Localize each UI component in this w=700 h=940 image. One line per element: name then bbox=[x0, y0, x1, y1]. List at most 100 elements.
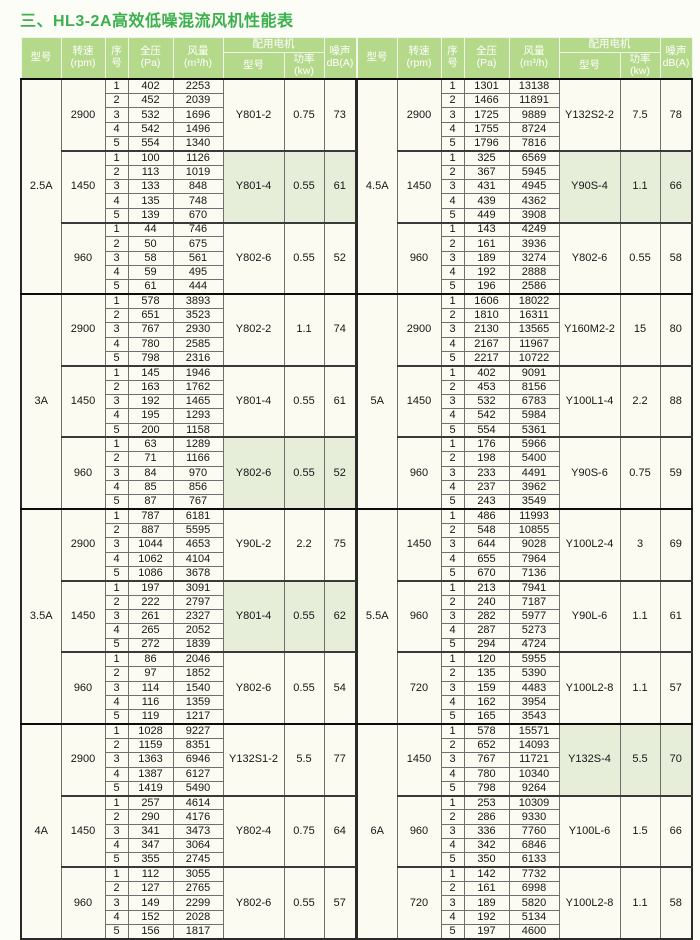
seq-cell: 4 bbox=[104, 408, 129, 424]
table-row: 3 341 3473 bbox=[21, 823, 356, 840]
table-row: 5 554 5361 bbox=[357, 422, 692, 438]
speed-cell: 1450 bbox=[396, 364, 442, 438]
pressure-cell: 189 bbox=[463, 895, 510, 911]
motor-power-cell: 0.55 bbox=[283, 866, 325, 940]
seq-cell: 2 bbox=[440, 164, 465, 181]
col-header-noise: 噪声 dB(A) bbox=[659, 37, 693, 80]
seq-cell: 3 bbox=[440, 895, 465, 911]
noise-cell: 59 bbox=[659, 436, 693, 510]
col-header-pressure: 全压 (Pa) bbox=[127, 37, 174, 80]
col-header-volume: 风量 (m³/h) bbox=[508, 37, 560, 80]
table-row: 4 265 2052 bbox=[21, 623, 356, 639]
volume-cell: 1839 bbox=[172, 637, 224, 653]
volume-cell: 5984 bbox=[508, 408, 560, 424]
noise-cell: 62 bbox=[323, 579, 357, 653]
speed-cell: 960 bbox=[396, 221, 442, 295]
seq-cell: 3 bbox=[440, 250, 465, 267]
volume-cell: 10855 bbox=[508, 522, 560, 539]
motor-model-cell: Y802-6 bbox=[222, 221, 285, 295]
pressure-cell: 532 bbox=[463, 393, 510, 410]
seq-cell: 1 bbox=[104, 651, 129, 668]
seq-cell: 4 bbox=[104, 551, 129, 567]
pressure-cell: 196 bbox=[463, 279, 510, 295]
model-cell: 4A bbox=[20, 723, 62, 940]
table-row: 4 1755 8724 bbox=[357, 121, 692, 138]
seq-cell: 3 bbox=[440, 393, 465, 410]
seq-cell: 4 bbox=[440, 694, 465, 711]
motor-model-cell: Y802-6 bbox=[222, 651, 285, 725]
seq-cell: 3 bbox=[104, 752, 129, 768]
seq-cell: 1 bbox=[104, 508, 129, 524]
pressure-cell: 127 bbox=[127, 881, 174, 897]
seq-cell: 3 bbox=[440, 179, 465, 195]
speed-cell: 2900 bbox=[60, 508, 106, 582]
performance-table-left: 型号 转速 (rpm) 序号 全压 (Pa) 风量 (m³/h) 配用电机 噪声 dB(… bbox=[20, 37, 357, 940]
volume-cell: 3678 bbox=[172, 565, 224, 582]
col-header-speed: 转速 (rpm) bbox=[396, 37, 442, 80]
volume-cell: 5361 bbox=[508, 422, 560, 438]
pressure-cell: 2217 bbox=[463, 350, 510, 367]
noise-cell: 61 bbox=[659, 579, 693, 653]
volume-cell: 3064 bbox=[172, 838, 224, 854]
pressure-cell: 286 bbox=[463, 809, 510, 825]
seq-cell: 2 bbox=[440, 809, 465, 825]
motor-power-cell: 0.75 bbox=[283, 78, 325, 152]
speed-cell: 2900 bbox=[396, 293, 442, 367]
seq-cell: 3 bbox=[104, 680, 129, 696]
pressure-cell: 532 bbox=[127, 107, 174, 123]
seq-cell: 3 bbox=[104, 250, 129, 267]
seq-cell: 4 bbox=[440, 336, 465, 352]
motor-model-cell: Y801-4 bbox=[222, 364, 285, 438]
table-row: 3 114 1540 bbox=[21, 680, 356, 696]
pressure-cell: 350 bbox=[463, 852, 510, 868]
seq-cell: 5 bbox=[104, 494, 129, 510]
table-row: 3 149 2299 bbox=[21, 895, 356, 911]
pressure-cell: 1606 bbox=[463, 293, 510, 310]
table-row: 1450 1 197 3091 Y801-4 0.55 62 bbox=[21, 579, 357, 653]
table-body-right: 4.5A 2900 1 1301 13138 Y132S2-2 7.5 78 2 1466 1189… bbox=[356, 78, 693, 940]
pressure-cell: 452 bbox=[127, 93, 174, 109]
seq-cell: 5 bbox=[440, 780, 465, 797]
pressure-cell: 1725 bbox=[463, 107, 510, 123]
pressure-cell: 163 bbox=[127, 379, 174, 395]
seq-cell: 3 bbox=[104, 179, 129, 195]
pressure-cell: 342 bbox=[463, 838, 510, 854]
seq-cell: 5 bbox=[440, 565, 465, 582]
page-title: 三、HL3-2A高效低噪混流风机性能表 bbox=[20, 13, 294, 30]
motor-power-cell: 0.55 bbox=[283, 364, 325, 438]
speed-cell: 2900 bbox=[60, 723, 106, 797]
pressure-cell: 113 bbox=[127, 164, 174, 181]
seq-cell: 4 bbox=[104, 766, 129, 782]
seq-cell: 5 bbox=[104, 709, 129, 725]
pressure-cell: 402 bbox=[127, 78, 174, 95]
volume-cell: 3274 bbox=[508, 250, 560, 267]
seq-cell: 2 bbox=[104, 164, 129, 181]
volume-cell: 970 bbox=[172, 465, 224, 481]
volume-cell: 8351 bbox=[172, 737, 224, 754]
pressure-cell: 59 bbox=[127, 265, 174, 281]
volume-cell: 2327 bbox=[172, 608, 224, 625]
motor-power-cell: 1.5 bbox=[619, 794, 661, 868]
volume-cell: 6133 bbox=[508, 852, 560, 868]
volume-cell: 2586 bbox=[508, 279, 560, 295]
volume-cell: 3954 bbox=[508, 694, 560, 711]
seq-cell: 4 bbox=[440, 909, 465, 926]
pressure-cell: 142 bbox=[463, 866, 510, 883]
speed-cell: 960 bbox=[396, 579, 442, 653]
noise-cell: 77 bbox=[323, 723, 357, 797]
table-row: 4 59 495 bbox=[21, 265, 356, 281]
noise-cell: 61 bbox=[323, 364, 357, 438]
volume-cell: 9028 bbox=[508, 537, 560, 553]
table-row: 960 1 86 2046 Y802-6 0.55 54 bbox=[21, 651, 357, 725]
pressure-cell: 176 bbox=[463, 436, 510, 453]
seq-cell: 2 bbox=[104, 93, 129, 109]
seq-cell: 1 bbox=[440, 221, 465, 238]
col-header-seq: 序号 bbox=[440, 37, 465, 80]
motor-model-cell: Y802-2 bbox=[222, 293, 285, 367]
motor-power-cell: 0.75 bbox=[283, 794, 325, 868]
volume-cell: 1852 bbox=[172, 666, 224, 682]
table-row: 4 1062 4104 bbox=[21, 551, 356, 567]
volume-cell: 4483 bbox=[508, 680, 560, 696]
pressure-cell: 119 bbox=[127, 709, 174, 725]
motor-model-cell: Y100L1-4 bbox=[558, 364, 621, 438]
